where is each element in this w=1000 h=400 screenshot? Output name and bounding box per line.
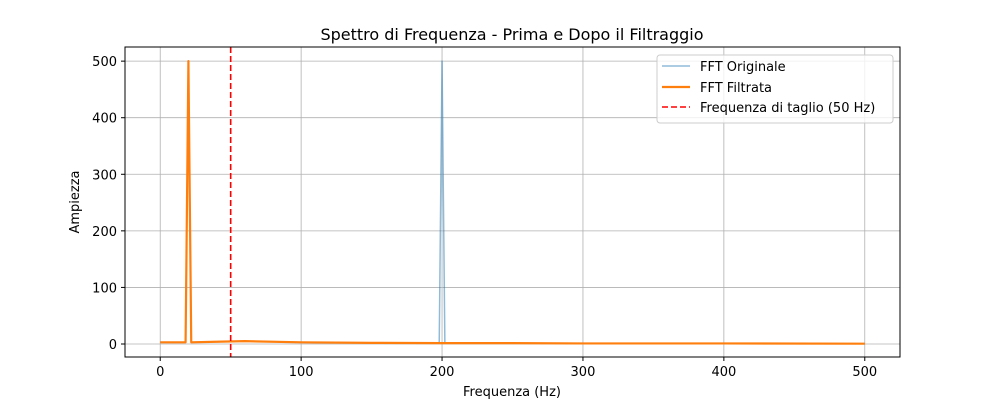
chart-title: Spettro di Frequenza - Prima e Dopo il F…	[320, 25, 703, 44]
x-axis-label: Frequenza (Hz)	[463, 385, 561, 400]
series-line-fft-filtrata	[160, 60, 865, 345]
legend-label-fft-originale: FFT Originale	[700, 60, 786, 75]
y-tick-label: 100	[92, 281, 117, 296]
y-tick-label: 0	[109, 338, 117, 353]
y-axis-label: Ampiezza	[68, 170, 83, 233]
plot-frame	[124, 46, 901, 358]
legend-box	[656, 54, 894, 124]
y-tick-label: 300	[92, 168, 117, 183]
legend-label-fft-filtrata: FFT Filtrata	[700, 81, 772, 96]
x-tick-label: 100	[289, 365, 314, 380]
series-layer	[160, 60, 865, 345]
ticks: 0 100 200 300 400 500 0 100 200 300 400 500	[92, 55, 877, 380]
x-tick-label: 500	[852, 365, 877, 380]
x-tick-label: 300	[571, 365, 596, 380]
x-tick-label: 0	[156, 365, 164, 380]
legend: FFT Originale FFT Filtrata Frequenza di …	[656, 54, 894, 124]
y-tick-label: 400	[92, 112, 117, 127]
legend-label-cutoff: Frequenza di taglio (50 Hz)	[700, 101, 875, 116]
x-tick-label: 200	[430, 365, 455, 380]
y-tick-label: 500	[92, 55, 117, 70]
x-tick-label: 400	[711, 365, 736, 380]
y-tick-label: 200	[92, 225, 117, 240]
